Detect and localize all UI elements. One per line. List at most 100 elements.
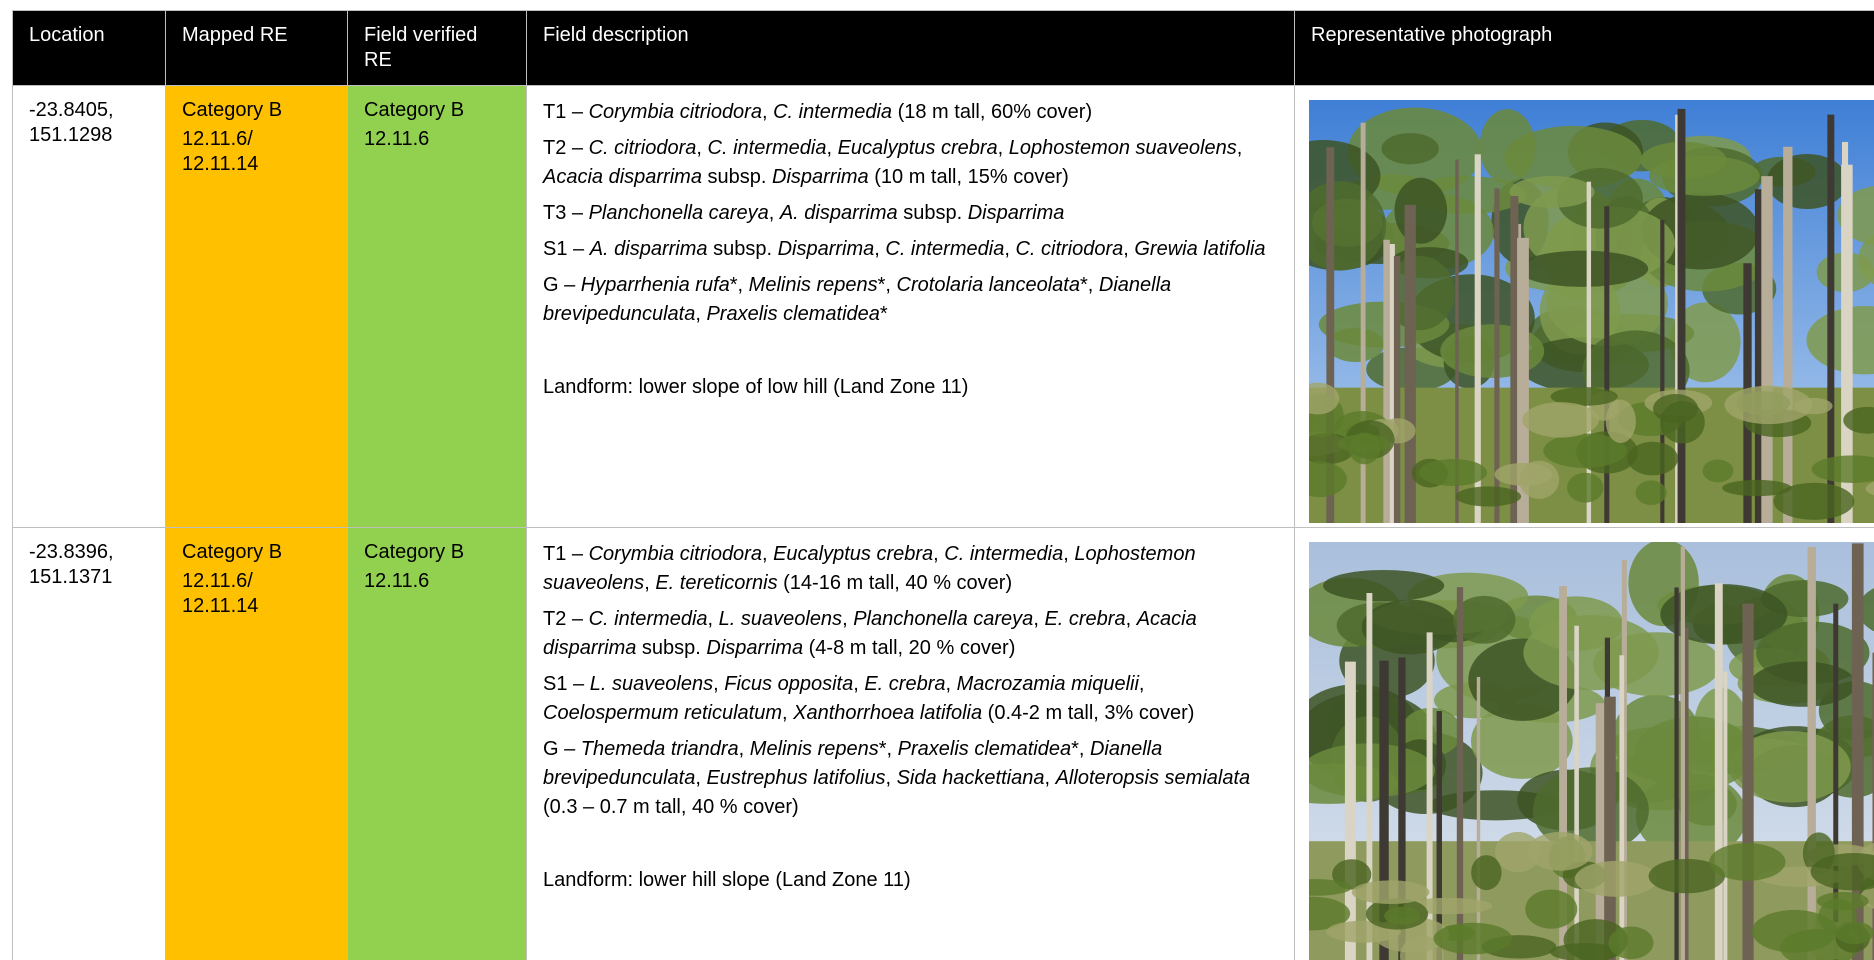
description-text: ,	[1138, 673, 1145, 695]
undergrowth	[1309, 382, 1340, 415]
species-name: Disparrima	[706, 637, 804, 659]
undergrowth	[1794, 397, 1833, 415]
description-text: T2 –	[543, 608, 589, 630]
species-name: E. crebra	[1044, 608, 1126, 630]
undergrowth	[1567, 472, 1604, 503]
description-text: (4-8 m tall, 20 % cover)	[803, 637, 1016, 659]
verified-re-code: 12.11.6	[364, 128, 430, 150]
tree-trunk	[1604, 206, 1610, 523]
species-name: Hyparrhenia rufa	[580, 274, 730, 296]
mapped-re-code: 12.11.6/ 12.11.14	[182, 570, 259, 617]
tree-trunk	[1456, 587, 1464, 960]
species-name: C. intermedia	[773, 101, 893, 123]
species-name: A. disparrima	[589, 238, 708, 260]
description-text: *	[879, 303, 888, 325]
undergrowth	[1816, 891, 1869, 911]
species-name: E. tereticornis	[655, 572, 778, 594]
description-text: *,	[1079, 274, 1099, 296]
column-header: Location	[12, 10, 166, 86]
canopy	[1634, 716, 1754, 791]
undergrowth	[1574, 860, 1658, 897]
undergrowth	[1384, 906, 1421, 925]
description-text: ,	[1033, 608, 1045, 630]
header-row: Location Mapped RE Field verified RE Field …	[12, 10, 1874, 86]
verified-re-code: 12.11.6	[364, 570, 430, 592]
tree-trunk	[1574, 625, 1579, 960]
species-name: C. intermedia	[588, 608, 708, 630]
description-paragraph: T3 – Planchonella careya, A. disparrima …	[543, 199, 1278, 228]
species-name: Acacia disparrima	[543, 166, 702, 188]
mapped-re-cell: Category B 12.11.6/ 12.11.14	[165, 527, 348, 960]
description-text: ,	[781, 702, 794, 724]
description-text: T3 –	[543, 202, 589, 224]
undergrowth	[1455, 486, 1522, 507]
landform: Landform: lower hill slope (Land Zone 11…	[543, 869, 911, 891]
description-paragraph: G – Hyparrhenia rufa*, Melinis repens*, …	[543, 271, 1278, 329]
undergrowth	[1702, 459, 1734, 483]
description-text: ,	[853, 673, 865, 695]
description-text: T1 –	[543, 101, 589, 123]
tree-trunk	[1723, 671, 1728, 960]
description-text: ,	[713, 673, 725, 695]
undergrowth	[1309, 461, 1347, 498]
undergrowth	[1773, 482, 1855, 520]
canopy	[1326, 327, 1385, 363]
verified-re-cell: Category B 12.11.6	[347, 527, 527, 960]
landform: Landform: lower slope of low hill (Land …	[543, 376, 969, 398]
tree-trunk	[1742, 603, 1754, 960]
species-name: C. intermedia	[885, 238, 1005, 260]
species-name: Disparrima	[967, 202, 1065, 224]
tree-trunk	[1604, 696, 1616, 960]
description-text: (0.3 – 0.7 m tall, 40 % cover)	[543, 796, 799, 818]
description-text: ,	[1236, 137, 1243, 159]
undergrowth	[1348, 432, 1381, 465]
undergrowth	[1550, 387, 1618, 406]
species-name: C. citriodora	[588, 137, 697, 159]
species-name: C. citriodora	[1015, 238, 1124, 260]
table-row: -23.8405, 151.1298 Category B 12.11.6/ 12.…	[12, 85, 1874, 528]
representative-photograph	[1309, 542, 1874, 960]
species-name: L. suaveolens	[718, 608, 843, 630]
species-name: Eustrephus latifolius	[706, 767, 886, 789]
description-text: ,	[1123, 238, 1135, 260]
tree-trunk	[1379, 660, 1389, 960]
tree-trunk	[1436, 711, 1442, 960]
description-text: *,	[878, 738, 898, 760]
description-text: *,	[1071, 738, 1090, 760]
description-text: ,	[945, 673, 957, 695]
description-text: ,	[768, 202, 780, 224]
tree-trunk	[1807, 546, 1816, 960]
species-name: Disparrima	[772, 166, 869, 188]
tree-trunk	[1559, 585, 1567, 960]
description-paragraph: S1 – A. disparrima subsp. Disparrima, C.…	[543, 235, 1278, 264]
canopy	[1648, 155, 1760, 196]
mapped-re-category: Category B	[182, 541, 283, 563]
tree-trunk	[1510, 195, 1519, 523]
mapped-re-category: Category B	[182, 99, 283, 121]
tree-trunk	[1360, 122, 1366, 523]
location: -23.8396, 151.1371	[29, 541, 114, 588]
species-name: Ficus opposita	[724, 673, 854, 695]
field-description-cell: T1 – Corymbia citriodora, Eucalyptus cre…	[526, 527, 1295, 960]
canopy	[1660, 584, 1788, 645]
tree-trunk	[1783, 146, 1793, 523]
description-text: ,	[1125, 608, 1137, 630]
canopy	[1381, 133, 1439, 165]
species-name: Melinis repens	[749, 738, 879, 760]
species-name: Acacia disparrima	[543, 608, 1197, 659]
undergrowth	[1810, 853, 1874, 891]
description-text: ,	[761, 101, 774, 123]
description-text: ,	[761, 543, 774, 565]
tree-trunk	[1344, 661, 1356, 960]
species-name: Grewia latifolia	[1134, 238, 1266, 260]
undergrowth	[1543, 433, 1627, 469]
species-name: A. disparrima	[779, 202, 898, 224]
tree-trunk	[1404, 204, 1416, 523]
undergrowth	[1652, 394, 1699, 424]
description-text: subsp.	[897, 202, 968, 224]
species-name: Praxelis clematidea	[706, 303, 880, 325]
species-name: E. crebra	[864, 673, 946, 695]
vegetation-table: Location Mapped RE Field verified RE Field …	[12, 10, 1874, 960]
description-text: *,	[877, 274, 897, 296]
tree-trunk	[1385, 244, 1395, 523]
